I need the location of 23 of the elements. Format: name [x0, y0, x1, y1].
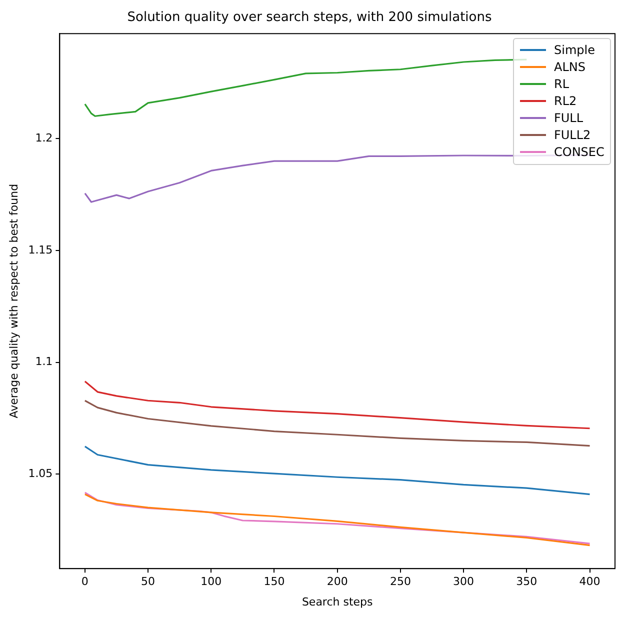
legend-label: CONSEC — [554, 145, 604, 160]
x-tick-label: 200 — [326, 575, 348, 588]
x-tick-label: 300 — [453, 575, 474, 588]
x-tick-label: 350 — [516, 575, 538, 588]
legend-label: RL2 — [554, 94, 577, 108]
legend-label: Simple — [554, 43, 595, 58]
y-axis-title: Average quality with respect to best found — [7, 184, 20, 418]
x-tick-label: 250 — [390, 575, 411, 588]
y-tick-label: 1.2 — [35, 132, 53, 145]
y-tick-label: 1.05 — [28, 467, 53, 480]
x-tick-label: 150 — [264, 575, 285, 588]
x-axis-title: Search steps — [302, 595, 374, 608]
x-tick-label: 50 — [141, 575, 156, 588]
x-tick-label: 400 — [579, 575, 600, 588]
legend-label: ALNS — [554, 60, 586, 74]
x-tick-label: 0 — [81, 575, 88, 588]
legend-label: FULL — [554, 111, 584, 126]
y-tick-label: 1.1 — [35, 355, 53, 368]
y-tick-label: 1.15 — [28, 243, 53, 256]
chart-title: Solution quality over search steps, with 200 simulations — [127, 10, 492, 26]
legend-label: RL — [554, 77, 570, 92]
legend-label: FULL2 — [554, 128, 591, 142]
x-tick-label: 100 — [200, 575, 222, 588]
